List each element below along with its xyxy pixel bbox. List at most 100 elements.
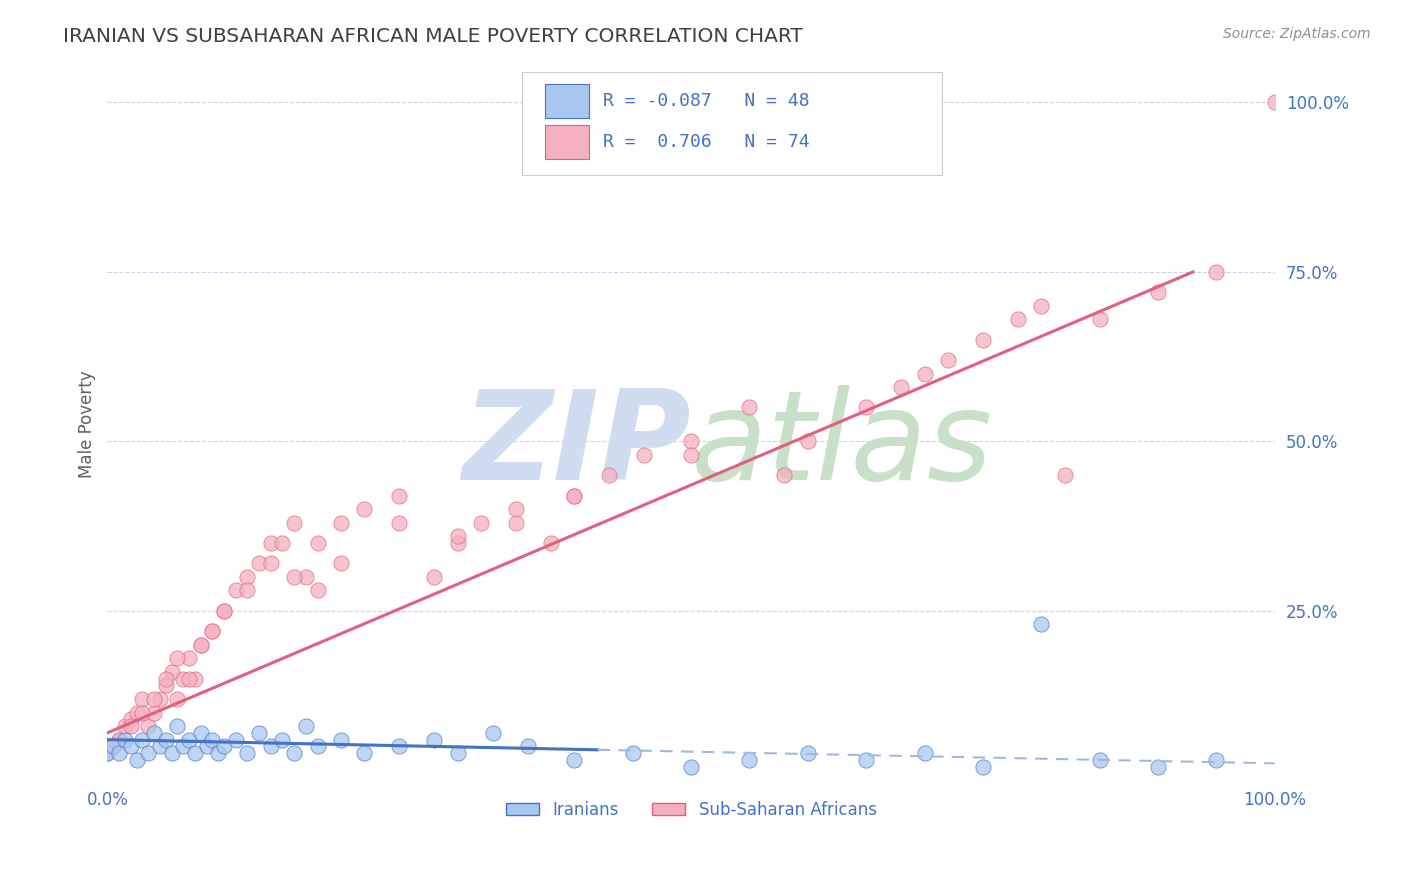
Point bbox=[855, 401, 877, 415]
Point bbox=[283, 516, 305, 530]
Point bbox=[307, 739, 329, 754]
Point bbox=[160, 665, 183, 679]
Point bbox=[114, 732, 136, 747]
Point bbox=[271, 732, 294, 747]
Point bbox=[131, 692, 153, 706]
Point bbox=[177, 651, 200, 665]
Point bbox=[184, 746, 207, 760]
Point bbox=[201, 624, 224, 639]
Point bbox=[855, 753, 877, 767]
Point bbox=[155, 672, 177, 686]
Point bbox=[143, 692, 166, 706]
Point bbox=[797, 434, 820, 449]
Text: R = -0.087   N = 48: R = -0.087 N = 48 bbox=[603, 92, 810, 111]
Point bbox=[1205, 265, 1227, 279]
Point bbox=[295, 719, 318, 733]
Point bbox=[388, 739, 411, 754]
Point bbox=[160, 746, 183, 760]
Point bbox=[131, 706, 153, 720]
Point bbox=[96, 746, 118, 760]
Point bbox=[136, 746, 159, 760]
Point bbox=[184, 672, 207, 686]
Point bbox=[103, 739, 125, 754]
Point bbox=[1205, 753, 1227, 767]
Point bbox=[155, 678, 177, 692]
Point bbox=[96, 746, 118, 760]
Point bbox=[446, 746, 468, 760]
Point bbox=[505, 516, 527, 530]
Point bbox=[388, 489, 411, 503]
Point bbox=[329, 557, 352, 571]
Point bbox=[505, 502, 527, 516]
Point bbox=[172, 672, 194, 686]
Point bbox=[108, 746, 131, 760]
Point bbox=[1031, 299, 1053, 313]
Point bbox=[1088, 753, 1111, 767]
Point bbox=[936, 353, 959, 368]
Text: R =  0.706   N = 74: R = 0.706 N = 74 bbox=[603, 133, 810, 151]
Point bbox=[423, 732, 446, 747]
Point bbox=[260, 557, 283, 571]
FancyBboxPatch shape bbox=[546, 84, 589, 119]
Point bbox=[914, 746, 936, 760]
Point bbox=[195, 739, 218, 754]
Point bbox=[679, 434, 702, 449]
Point bbox=[207, 746, 229, 760]
Point bbox=[446, 529, 468, 543]
Point bbox=[225, 583, 247, 598]
Point bbox=[120, 719, 142, 733]
Point bbox=[177, 732, 200, 747]
Point bbox=[125, 706, 148, 720]
Point bbox=[190, 638, 212, 652]
Point bbox=[679, 760, 702, 774]
Point bbox=[201, 624, 224, 639]
Point bbox=[212, 604, 235, 618]
Point bbox=[260, 739, 283, 754]
Point bbox=[136, 719, 159, 733]
Point bbox=[260, 536, 283, 550]
Point bbox=[1007, 312, 1029, 326]
Point bbox=[633, 448, 655, 462]
Legend: Iranians, Sub-Saharan Africans: Iranians, Sub-Saharan Africans bbox=[499, 794, 883, 825]
Point bbox=[1147, 285, 1170, 300]
Point bbox=[225, 732, 247, 747]
Point bbox=[166, 719, 188, 733]
Point bbox=[307, 583, 329, 598]
Point bbox=[143, 726, 166, 740]
Point bbox=[446, 536, 468, 550]
Point bbox=[388, 516, 411, 530]
Point bbox=[190, 726, 212, 740]
Point bbox=[1053, 468, 1076, 483]
Text: atlas: atlas bbox=[690, 385, 993, 507]
Point bbox=[972, 333, 994, 347]
Point bbox=[177, 672, 200, 686]
Point bbox=[143, 706, 166, 720]
Point bbox=[773, 468, 796, 483]
Point bbox=[562, 489, 585, 503]
Point bbox=[353, 502, 375, 516]
Point bbox=[212, 739, 235, 754]
Point bbox=[149, 692, 172, 706]
Point bbox=[131, 732, 153, 747]
Point bbox=[172, 739, 194, 754]
Point bbox=[621, 746, 644, 760]
Point bbox=[149, 739, 172, 754]
Point bbox=[353, 746, 375, 760]
Point bbox=[540, 536, 562, 550]
Point bbox=[1088, 312, 1111, 326]
Point bbox=[797, 746, 820, 760]
Point bbox=[108, 732, 131, 747]
Point bbox=[190, 638, 212, 652]
Point bbox=[295, 570, 318, 584]
Point bbox=[108, 732, 131, 747]
Y-axis label: Male Poverty: Male Poverty bbox=[79, 370, 96, 478]
FancyBboxPatch shape bbox=[522, 72, 942, 176]
Point bbox=[329, 516, 352, 530]
Point bbox=[1264, 95, 1286, 110]
Point bbox=[562, 489, 585, 503]
Point bbox=[120, 739, 142, 754]
Point bbox=[470, 516, 492, 530]
Point bbox=[212, 604, 235, 618]
Point bbox=[166, 651, 188, 665]
Point bbox=[247, 557, 270, 571]
